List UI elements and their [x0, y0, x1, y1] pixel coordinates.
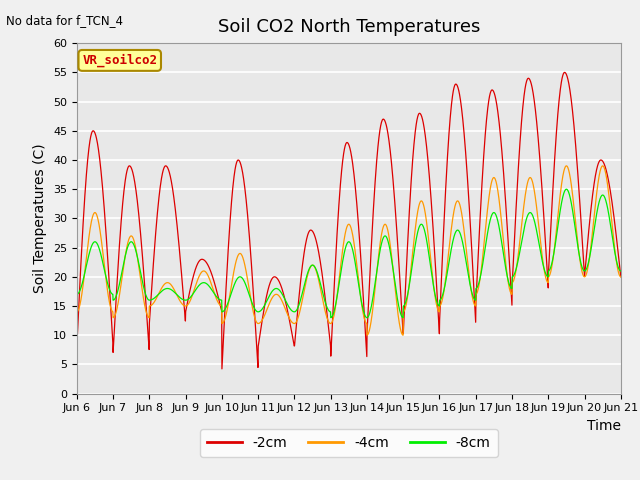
-8cm	[617, 268, 625, 274]
X-axis label: Time: Time	[587, 419, 621, 433]
-8cm	[225, 299, 232, 304]
-4cm	[365, 331, 372, 336]
-4cm	[617, 274, 625, 280]
Line: -8cm: -8cm	[77, 189, 621, 318]
Line: -4cm: -4cm	[77, 166, 621, 335]
-4cm	[584, 264, 592, 270]
Line: -2cm: -2cm	[77, 72, 621, 369]
Legend: -2cm, -4cm, -8cm: -2cm, -4cm, -8cm	[200, 429, 497, 457]
-4cm	[376, 240, 384, 246]
-8cm	[376, 247, 384, 252]
-4cm	[507, 290, 515, 296]
Title: Soil CO2 North Temperatures: Soil CO2 North Temperatures	[218, 18, 480, 36]
-2cm	[225, 238, 232, 244]
-4cm	[599, 163, 607, 169]
-8cm	[399, 315, 407, 321]
-4cm	[569, 195, 577, 201]
-8cm	[570, 211, 577, 217]
-2cm	[561, 70, 568, 75]
-2cm	[570, 115, 577, 120]
-4cm	[399, 332, 407, 338]
-2cm	[584, 232, 592, 238]
Text: No data for f_TCN_4: No data for f_TCN_4	[6, 14, 124, 27]
-4cm	[73, 309, 81, 315]
Text: VR_soilco2: VR_soilco2	[82, 54, 157, 67]
-2cm	[617, 274, 625, 280]
-8cm	[507, 285, 515, 291]
-8cm	[73, 291, 81, 297]
-4cm	[225, 300, 232, 306]
-2cm	[73, 344, 81, 350]
-2cm	[218, 366, 226, 372]
-2cm	[365, 298, 372, 304]
-2cm	[376, 124, 384, 130]
-8cm	[365, 313, 372, 319]
Y-axis label: Soil Temperatures (C): Soil Temperatures (C)	[33, 144, 47, 293]
-8cm	[584, 260, 592, 266]
-2cm	[507, 285, 515, 291]
-8cm	[563, 186, 570, 192]
